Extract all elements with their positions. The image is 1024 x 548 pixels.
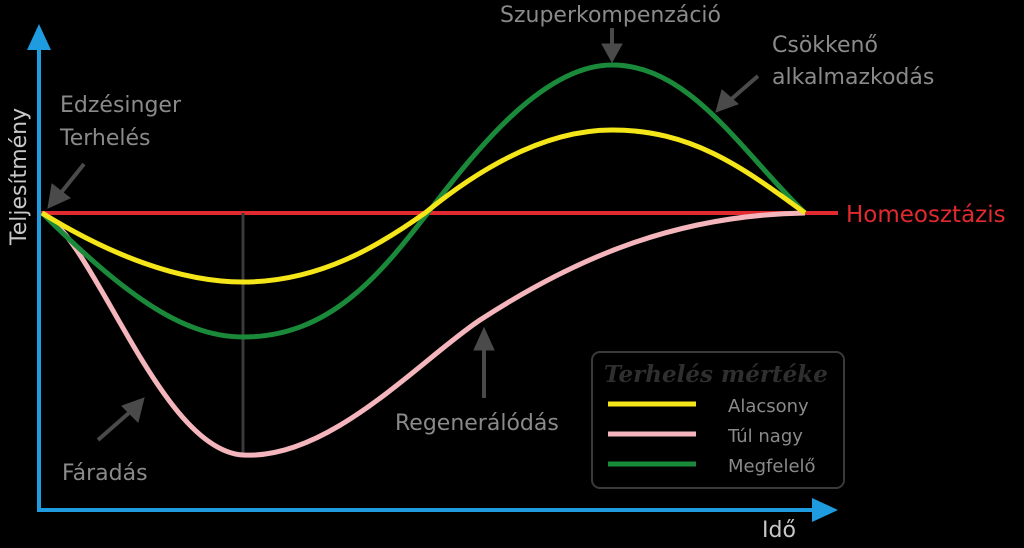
legend-label-appropriate: Megfelelő — [728, 456, 816, 477]
fatigue-arrow-icon — [96, 397, 145, 442]
fatigue-label: Fáradás — [62, 461, 148, 486]
decreasing-adaptation-arrow-icon — [715, 74, 760, 113]
legend-title: Terhelés mértéke — [604, 361, 828, 388]
legend: Terhelés mértéke Alacsony Túl nagy Megfe… — [591, 351, 845, 489]
stimulus-arrow-icon — [47, 162, 86, 209]
legend-label-too-high: Túl nagy — [727, 426, 803, 447]
decreasing-adaptation-line1: Csökkenő — [772, 33, 878, 58]
curve-too-high-load — [40, 210, 806, 458]
stimulus-label-line2: Terhelés — [59, 126, 150, 151]
supercompensation-label: Szuperkompenzáció — [500, 3, 721, 28]
curve-low-load — [40, 127, 807, 285]
x-axis-arrowhead — [812, 498, 838, 522]
homeostasis-label: Homeosztázis — [846, 202, 1006, 228]
decreasing-adaptation-line2: alkalmazkodás — [772, 65, 934, 90]
legend-label-low: Alacsony — [728, 396, 809, 417]
y-axis-arrowhead — [27, 24, 51, 50]
stimulus-label-line1: Edzésinger — [60, 93, 182, 118]
supercompensation-arrow-icon — [601, 28, 623, 64]
y-axis-label: Teljesítmény — [7, 108, 32, 246]
x-axis-label: Idő — [762, 518, 796, 543]
regeneration-arrow-icon — [473, 326, 495, 398]
regeneration-label: Regenerálódás — [395, 411, 559, 436]
legend-box — [591, 351, 845, 489]
